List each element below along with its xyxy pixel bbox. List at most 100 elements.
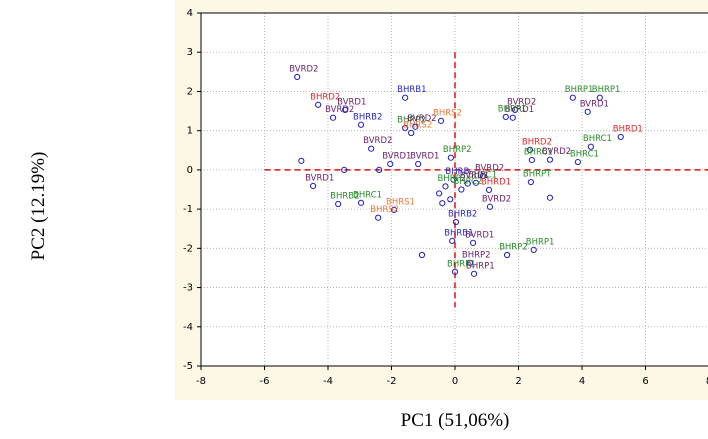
- point: [452, 218, 460, 226]
- point: [387, 160, 394, 168]
- point: [315, 101, 322, 108]
- point-label: BVRD2: [482, 194, 511, 204]
- x-tick-label: 8: [706, 376, 708, 387]
- point-label: BHRS2: [370, 205, 399, 215]
- point: [530, 246, 537, 254]
- point: [546, 156, 554, 163]
- x-tick-label: 4: [579, 376, 585, 387]
- point-label: BVRD2: [407, 114, 436, 124]
- x-tick-label: 6: [642, 376, 648, 387]
- point: [442, 183, 449, 190]
- x-tick-label: -2: [387, 376, 397, 387]
- point: [408, 129, 415, 137]
- point-label: BHRP2: [499, 243, 528, 253]
- point: [470, 270, 478, 277]
- point-label: BHRP1: [498, 104, 527, 114]
- point-label: BVRD2: [475, 163, 504, 173]
- point: [390, 206, 398, 213]
- point-label: BHRC1: [524, 148, 553, 158]
- point: [368, 145, 375, 152]
- point-label: BVRD1: [505, 105, 534, 115]
- point-label: BVRD1: [337, 97, 366, 107]
- point: [415, 160, 422, 168]
- point: [342, 106, 349, 113]
- point: [294, 73, 301, 81]
- point: [329, 114, 337, 121]
- y-axis-label: PC2 (12.19%): [28, 152, 49, 261]
- point-label: BVRD2: [363, 136, 392, 146]
- point: [375, 214, 382, 221]
- y-tick-label: 1: [187, 126, 193, 137]
- point: [402, 94, 409, 101]
- point: [472, 179, 480, 186]
- point-label: BHRS1: [386, 197, 415, 207]
- point-label: BHRC1: [353, 190, 382, 200]
- point: [486, 203, 494, 210]
- y-tick-label: 0: [187, 165, 193, 176]
- point: [569, 94, 576, 101]
- x-tick-label: 2: [515, 376, 521, 387]
- point-label: BHRB1: [444, 228, 473, 238]
- point: [617, 133, 624, 141]
- y-tick-label: -1: [183, 204, 193, 215]
- point-label: BVRD2: [325, 105, 354, 115]
- y-tick-label: 4: [187, 8, 193, 19]
- point-label: BHRP1: [466, 261, 495, 271]
- point: [449, 237, 456, 244]
- point-label: BHRD2: [310, 92, 340, 102]
- point-label: BHRC2: [453, 177, 482, 187]
- point: [574, 158, 581, 166]
- point-label: BHRP1: [592, 85, 621, 95]
- point: [528, 156, 535, 164]
- point: [436, 190, 443, 197]
- point-label: BHRP2: [397, 115, 426, 125]
- point: [309, 182, 317, 190]
- point: [357, 121, 365, 128]
- point-label: BVRD1: [305, 173, 334, 183]
- point-label: BHRB2: [353, 112, 382, 122]
- point: [584, 108, 591, 115]
- point: [546, 194, 554, 201]
- y-tick-label: 2: [187, 86, 193, 97]
- point: [402, 124, 409, 132]
- point-label: BHRB2: [330, 192, 359, 202]
- x-axis-label: PC1 (51,06%): [401, 410, 510, 431]
- point-label: BHRB1: [397, 85, 426, 95]
- point: [376, 166, 383, 173]
- point: [502, 113, 509, 121]
- point: [596, 94, 603, 101]
- y-tick-label: -3: [183, 283, 193, 294]
- point: [509, 114, 516, 121]
- point: [464, 180, 471, 187]
- point-label: BHRP1: [526, 237, 555, 247]
- point-label: BHRC1: [570, 150, 599, 160]
- point: [439, 200, 446, 207]
- point-label: BHRS2: [433, 108, 462, 118]
- point-label: BHRB2: [448, 210, 477, 220]
- x-tick-label: 0: [452, 376, 458, 387]
- point-label: BHRP1: [565, 85, 594, 95]
- point-label: BVRD1: [382, 152, 411, 162]
- x-tick-label: -8: [196, 376, 206, 387]
- x-tick-label: -6: [260, 376, 270, 387]
- point: [469, 239, 477, 246]
- point-label: BVRD2: [542, 147, 571, 157]
- point-label: BHRD1: [481, 177, 511, 187]
- point: [526, 146, 534, 153]
- point-label: BHRPT: [523, 170, 552, 180]
- point: [503, 251, 511, 259]
- point-label: BVRD2: [289, 64, 318, 74]
- y-tick-label: -2: [183, 243, 193, 254]
- point: [458, 186, 465, 193]
- point: [451, 268, 459, 275]
- point: [341, 166, 348, 173]
- point: [298, 157, 305, 164]
- point: [527, 178, 534, 186]
- point: [412, 123, 419, 130]
- y-tick-label: -4: [183, 322, 193, 333]
- point: [418, 251, 426, 259]
- point-label: BVRD1: [580, 99, 609, 109]
- point: [357, 199, 365, 206]
- point-label: BHRC1: [583, 134, 612, 144]
